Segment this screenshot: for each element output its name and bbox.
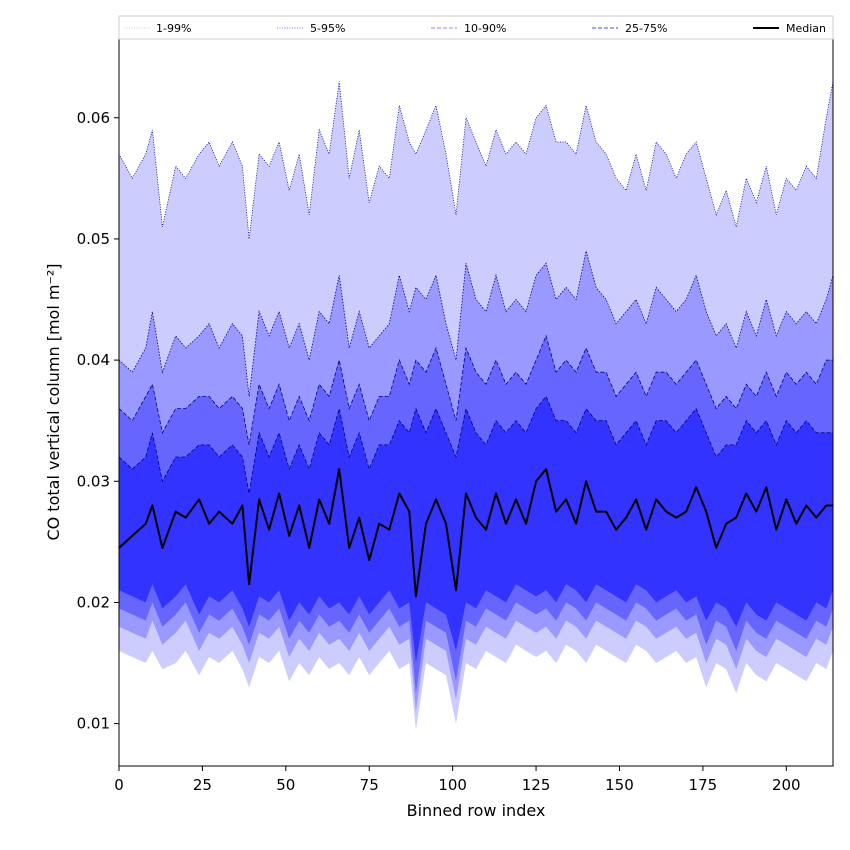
legend: 1-99% 5-95% 10-90% 25-75% Median [118, 15, 834, 40]
y-axis: 0.01 0.02 0.03 0.04 0.05 0.06 [77, 109, 119, 733]
band-upper-edge-1-99 [118, 81, 834, 239]
legend-label-5-95: 5-95% [310, 22, 345, 35]
x-axis: 0 25 50 75 100 125 150 175 200 [114, 766, 801, 794]
y-tick-label: 0.04 [77, 351, 110, 369]
band-25-75 [119, 396, 833, 663]
percentile-bands [118, 81, 834, 730]
y-tick-label: 0.05 [77, 230, 110, 248]
y-axis-title: CO total vertical column [mol m⁻²] [44, 263, 63, 540]
band-upper-edge-10-90 [118, 334, 833, 445]
band-upper-edge-25-75 [118, 395, 833, 494]
median-line [118, 468, 833, 598]
x-tick-label: 75 [360, 776, 379, 794]
legend-label-10-90: 10-90% [464, 22, 506, 35]
band-upper-edge-5-95 [118, 250, 834, 397]
y-tick-label: 0.06 [77, 109, 110, 127]
x-tick-label: 125 [522, 776, 551, 794]
y-tick-label: 0.02 [77, 593, 110, 611]
legend-frame [118, 15, 834, 40]
x-tick-label: 50 [276, 776, 295, 794]
x-tick-label: 0 [114, 776, 124, 794]
x-tick-label: 25 [193, 776, 212, 794]
x-tick-label: 150 [605, 776, 634, 794]
median-layer [118, 468, 833, 598]
legend-label-25-75: 25-75% [625, 22, 667, 35]
x-tick-label: 200 [772, 776, 801, 794]
x-axis-title: Binned row index [407, 801, 546, 820]
legend-label-median: Median [786, 22, 826, 35]
x-tick-label: 175 [689, 776, 718, 794]
y-tick-label: 0.03 [77, 472, 110, 490]
y-tick-label: 0.01 [77, 715, 110, 733]
legend-label-1-99: 1-99% [156, 22, 191, 35]
x-tick-label: 100 [438, 776, 467, 794]
